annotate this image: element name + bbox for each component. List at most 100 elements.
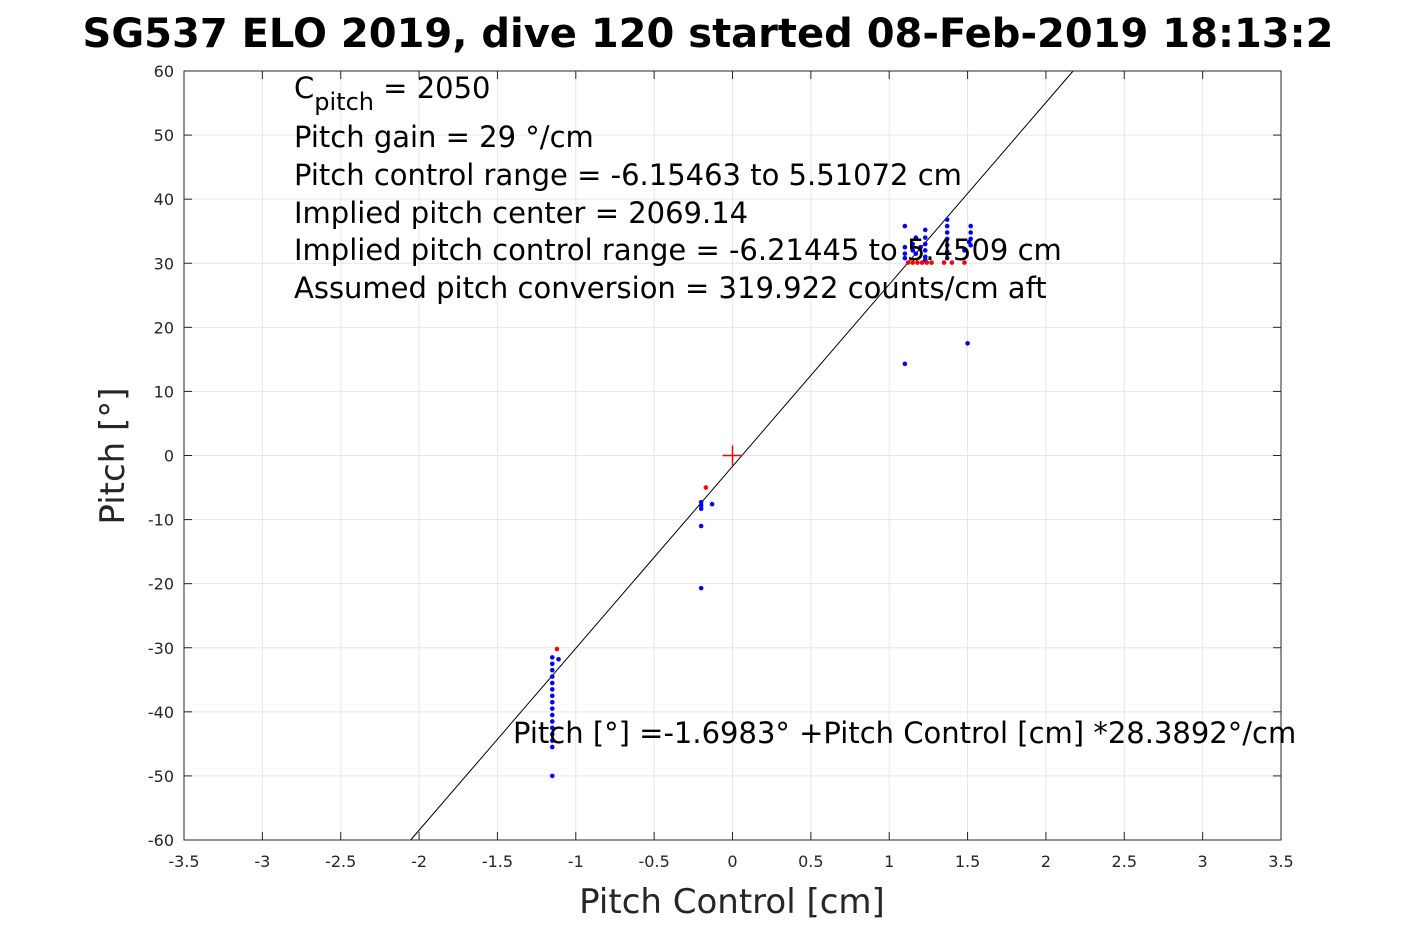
- data-point-blue: [922, 248, 928, 253]
- origin-marker-layer: [722, 445, 743, 466]
- data-point-blue: [549, 725, 555, 731]
- data-point-blue: [902, 244, 908, 250]
- data-point-blue: [549, 687, 555, 692]
- data-point-blue: [922, 254, 928, 260]
- x-tick-label: 0: [727, 852, 737, 871]
- data-point-blue: [698, 503, 704, 508]
- data-point-blue: [549, 693, 555, 699]
- y-tick-label: -50: [148, 767, 174, 786]
- data-point-blue: [902, 223, 908, 229]
- data-point-red: [941, 260, 947, 265]
- y-tick-label: 10: [154, 382, 174, 401]
- y-axis-label: Pitch [°]: [93, 387, 133, 524]
- data-point-blue: [549, 731, 555, 737]
- data-point-blue: [966, 239, 972, 245]
- data-point-blue: [910, 241, 916, 247]
- data-point-blue: [549, 712, 555, 718]
- data-point-blue: [549, 738, 555, 743]
- data-point-blue: [944, 255, 950, 261]
- data-point-red: [924, 260, 930, 265]
- data-point-blue: [549, 680, 555, 686]
- data-point-blue: [709, 501, 715, 507]
- y-tick-label: -20: [148, 575, 174, 594]
- y-tick-label: -40: [148, 703, 174, 722]
- y-tick-label: -60: [148, 831, 174, 850]
- data-point-red: [915, 260, 920, 265]
- data-point-blue: [549, 655, 555, 660]
- data-point-blue: [913, 235, 919, 240]
- c-pitch-main: C: [294, 71, 314, 105]
- data-point-blue: [902, 251, 908, 256]
- data-point-blue: [556, 656, 561, 662]
- x-tick-label: -3: [254, 852, 270, 871]
- y-tick-label: 60: [154, 62, 174, 81]
- y-tick-label: 20: [154, 318, 174, 337]
- data-point-blue: [549, 667, 555, 673]
- x-tick-label: 1.5: [955, 852, 980, 871]
- data-point-blue: [922, 241, 928, 247]
- c-pitch-value: = 2050: [374, 71, 491, 105]
- data-point-blue: [922, 227, 928, 233]
- data-point-blue: [549, 719, 555, 724]
- x-tick-label: -1: [568, 852, 584, 871]
- x-tick-label: -3.5: [168, 852, 199, 871]
- x-tick-label: -2: [411, 852, 427, 871]
- data-point-blue: [965, 341, 970, 346]
- c-pitch-subscript: pitch: [314, 88, 374, 116]
- y-tick-label: 30: [154, 254, 174, 273]
- y-tick-label: -30: [148, 639, 174, 658]
- data-point-blue: [902, 361, 908, 367]
- data-point-blue: [944, 236, 950, 242]
- data-point-red: [703, 485, 709, 490]
- implied-pitch-center-annotation: Implied pitch center = 2069.14: [294, 196, 748, 230]
- x-tick-label: 2.5: [1112, 852, 1137, 871]
- data-point-blue: [698, 523, 704, 529]
- fit-equation-annotation: Pitch [°] =-1.6983° +Pitch Control [cm] …: [513, 716, 1296, 750]
- data-point-blue: [698, 585, 704, 591]
- y-tick-label: -10: [148, 511, 174, 530]
- c-pitch-annotation: Cpitch = 2050: [294, 71, 491, 116]
- data-point-red: [905, 260, 911, 265]
- data-point-blue: [944, 217, 950, 222]
- data-point-blue: [968, 223, 974, 229]
- x-tick-label: -1.5: [482, 852, 513, 871]
- x-tick-label: 2: [1041, 852, 1051, 871]
- data-point-blue: [549, 674, 555, 679]
- chart-title: SG537 ELO 2019, dive 120 started 08-Feb-…: [83, 11, 1334, 57]
- x-tick-label: 3.5: [1268, 852, 1293, 871]
- data-point-blue: [922, 235, 928, 240]
- x-tick-label: -2.5: [325, 852, 356, 871]
- data-point-blue: [698, 506, 704, 511]
- tick-marks: [183, 70, 1282, 841]
- data-point-blue: [549, 706, 555, 711]
- data-point-red: [962, 260, 967, 265]
- data-point-blue: [918, 244, 923, 250]
- x-tick-label: 0.5: [798, 852, 823, 871]
- data-point-blue: [944, 230, 950, 235]
- data-point-blue: [913, 251, 919, 256]
- data-point-blue: [944, 223, 950, 229]
- data-point-red: [949, 260, 955, 265]
- data-point-blue: [944, 249, 950, 255]
- x-axis-label: Pitch Control [cm]: [579, 882, 885, 922]
- annotation-block: Cpitch = 2050 Pitch gain = 29 °/cm Pitch…: [294, 71, 1062, 305]
- data-point-blue: [549, 744, 555, 750]
- pitch-gain-annotation: Pitch gain = 29 °/cm: [294, 120, 594, 154]
- data-point-blue: [902, 255, 908, 261]
- data-point-red: [919, 260, 925, 265]
- data-point-blue: [962, 248, 967, 253]
- data-point-red: [910, 260, 916, 265]
- data-point-blue: [549, 773, 555, 779]
- y-tick-label: 50: [154, 126, 174, 145]
- pitch-conversion-annotation: Assumed pitch conversion = 319.922 count…: [294, 271, 1047, 305]
- y-tick-label: 40: [154, 190, 174, 209]
- y-tick-label: 0: [164, 447, 174, 466]
- data-point-blue: [968, 230, 974, 235]
- y-tick-labels: -60 -50 -40 -30 -20 -10 0 10 20 30 40 50 60: [148, 62, 174, 850]
- data-point-red: [929, 260, 934, 265]
- x-tick-label: 1: [884, 852, 894, 871]
- data-point-blue: [549, 661, 555, 667]
- x-tick-label: 3: [1198, 852, 1208, 871]
- pitch-control-range-annotation: Pitch control range = -6.15463 to 5.5107…: [294, 158, 962, 192]
